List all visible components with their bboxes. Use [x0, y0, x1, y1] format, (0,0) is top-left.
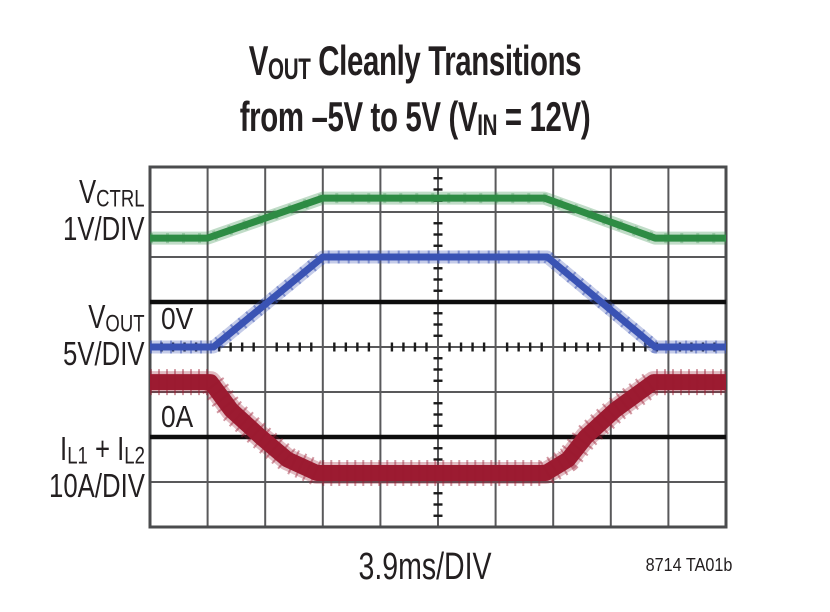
chart-title-line2: from –5V to 5V (VIN = 12V): [239, 93, 591, 143]
trace-IL1+IL2: [150, 374, 726, 481]
channel-scale-inductor-current: 10A/DIV: [49, 467, 145, 505]
channel-label-inductor-current: IL1 + IL2 10A/DIV: [49, 430, 145, 505]
trace-noise-VCTRL: [150, 193, 726, 244]
trace-VCTRL: [150, 194, 726, 242]
timebase-label: 3.9ms/DIV: [358, 546, 492, 588]
chart-title-line1: VOUT Cleanly Transitions: [248, 37, 582, 87]
trace-noise-VOUT: [150, 250, 726, 354]
zero-amp-label: 0A: [161, 399, 194, 434]
chart-title: VOUT Cleanly Transitions from –5V to 5V …: [132, 37, 699, 149]
channel-scale-vout: 5V/DIV: [63, 335, 145, 373]
channel-name-vctrl: VCTRL: [79, 173, 145, 213]
channel-scale-vctrl: 1V/DIV: [63, 210, 145, 248]
channel-label-vout: VOUT 5V/DIV: [63, 298, 145, 373]
channel-name-inductor-current: IL1 + IL2: [60, 430, 145, 470]
channel-label-vctrl: VCTRL 1V/DIV: [63, 173, 145, 248]
channel-name-vout: VOUT: [88, 298, 145, 338]
zero-volt-label: 0V: [161, 301, 194, 336]
figure-note: 8714 TA01b: [645, 555, 732, 575]
trace-noise-IL1+IL2: [150, 369, 726, 486]
